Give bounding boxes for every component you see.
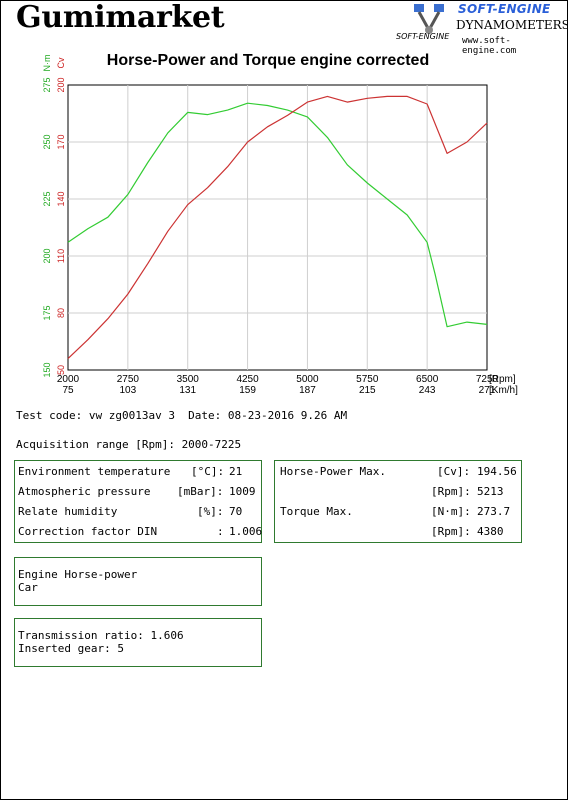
logo-website: www.soft-engine.com: [462, 36, 517, 56]
x-secondary-tick-label: 75: [62, 385, 74, 396]
x-tick-label: 5000: [296, 374, 319, 385]
power-tick-label: 200: [56, 77, 66, 92]
transmission-ratio-line: Transmission ratio: 1.606: [18, 629, 184, 642]
chart-title: Horse-Power and Torque engine corrected: [106, 52, 430, 69]
torque-tick-label: 175: [42, 305, 52, 320]
acquisition-range-line: Acquisition range [Rpm]: 2000-7225: [16, 438, 242, 451]
transmission-box: Transmission ratio: 1.606 Inserted gear:…: [14, 618, 262, 667]
engine-box: Engine Horse-power Car: [14, 557, 262, 606]
engine-type-line: Engine Horse-power: [18, 568, 138, 581]
power-tick-label: 170: [56, 134, 66, 149]
env-row-value: 21: [229, 465, 243, 478]
torque-tick-label: 225: [42, 191, 52, 206]
soft-engine-logo: SOFT-ENGINE DYNAMOMETERS SOFT-ENGINE www…: [396, 2, 568, 56]
torque-tick-label: 275: [42, 77, 52, 92]
results-box: Horse-Power Max. [Cv]: 194.56 [Rpm]: 521…: [274, 460, 522, 543]
env-row-unit: :: [217, 525, 224, 538]
env-row-value: 1009: [229, 485, 256, 498]
env-row-label: Atmospheric pressure: [18, 485, 151, 498]
env-row-unit: [°C]:: [191, 465, 225, 478]
x-tick-label: 2750: [117, 374, 140, 385]
brand-title: Gumimarket: [16, 0, 225, 35]
power-tick-label: 110: [56, 249, 66, 263]
env-row-unit: [mBar]:: [177, 485, 224, 498]
env-row-value: 1.006: [229, 525, 263, 538]
environment-box: Environment temperature [°C]: 21 Atmosph…: [14, 460, 262, 543]
x-tick-label: 4250: [236, 374, 259, 385]
hp-max-label: Horse-Power Max.: [280, 465, 386, 478]
power-tick-label: 50: [56, 365, 66, 375]
torque-tick-label: 150: [42, 362, 52, 377]
inserted-gear-line: Inserted gear: 5: [18, 642, 124, 655]
test-code-line: Test code: vw zg0013av 3 Date: 08-23-201…: [16, 409, 348, 422]
torque-series-line: [67, 102, 488, 328]
torque-rpm-unit: [Rpm]:: [431, 525, 471, 538]
torque-rpm-value: 4380: [477, 525, 504, 538]
hp-rpm-unit: [Rpm]:: [431, 485, 471, 498]
hp-max-value: 194.56: [477, 465, 517, 478]
logo-mark-text: SOFT-ENGINE: [396, 32, 450, 41]
x-tick-label: 6500: [416, 374, 439, 385]
x-secondary-tick-label: 187: [299, 385, 316, 396]
logo-subtitle: DYNAMOMETERS: [456, 18, 568, 32]
x-secondary-tick-label: 271: [479, 385, 496, 396]
x-secondary-tick-label: 215: [359, 385, 376, 396]
torque-max-label: Torque Max.: [280, 505, 353, 518]
logo-name: SOFT-ENGINE: [458, 2, 551, 16]
hp-rpm-value: 5213: [477, 485, 504, 498]
torque-tick-label: 200: [42, 248, 52, 263]
plot-area: [67, 84, 488, 371]
env-row-value: 70: [229, 505, 243, 518]
x-secondary-tick-label: 103: [120, 385, 137, 396]
torque-max-value: 273.7: [477, 505, 511, 518]
power-tick-label: 140: [56, 191, 66, 206]
x-axis-secondary-unit: [Km/h]: [489, 385, 518, 396]
x-tick-label: 5750: [356, 374, 379, 385]
power-series-line: [67, 95, 488, 360]
env-row-label: Environment temperature: [18, 465, 171, 478]
piston-logo-icon: [414, 4, 444, 34]
torque-max-unit: [N·m]:: [431, 505, 471, 518]
torque-axis-unit: N·m: [42, 55, 52, 72]
x-tick-label: 7250: [476, 374, 499, 385]
x-secondary-tick-label: 131: [179, 385, 196, 396]
env-row-unit: [%]:: [197, 505, 224, 518]
power-tick-label: 80: [56, 308, 66, 318]
env-row-label: Relate humidity: [18, 505, 118, 518]
env-row-label: Correction factor DIN: [18, 525, 158, 538]
engine-vehicle-line: Car: [18, 581, 38, 594]
power-axis-unit: Cv: [56, 57, 66, 68]
x-tick-label: 3500: [177, 374, 200, 385]
x-axis-unit: [Rpm]: [489, 374, 516, 385]
hp-max-unit: [Cv]:: [437, 465, 471, 478]
x-tick-label: 2000: [57, 374, 80, 385]
x-secondary-tick-label: 159: [239, 385, 256, 396]
torque-tick-label: 250: [42, 134, 52, 149]
x-secondary-tick-label: 243: [419, 385, 436, 396]
